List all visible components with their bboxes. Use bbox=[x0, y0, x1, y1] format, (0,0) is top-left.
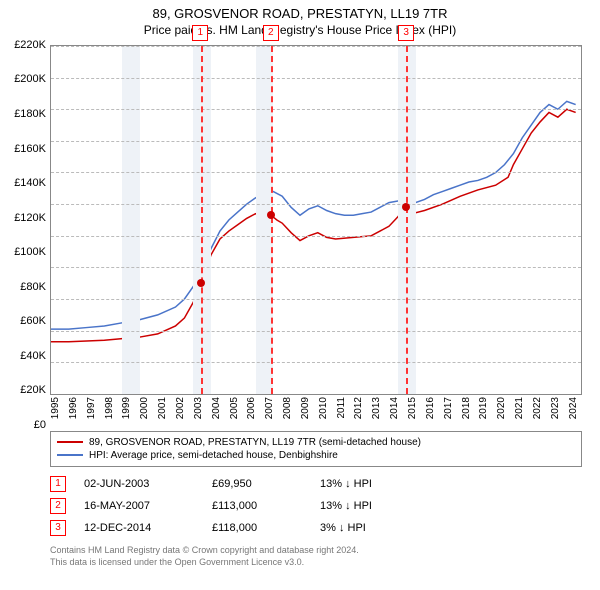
x-tick-label: 2014 bbox=[389, 397, 400, 419]
y-tick-label: £100K bbox=[14, 246, 50, 258]
background-band bbox=[122, 46, 140, 394]
event-price: £69,950 bbox=[212, 478, 302, 490]
x-tick-label: 2021 bbox=[514, 397, 525, 419]
y-tick-label: £0 bbox=[34, 419, 50, 431]
x-tick-label: 2019 bbox=[478, 397, 489, 419]
y-tick-label: £180K bbox=[14, 108, 50, 120]
event-line bbox=[271, 46, 273, 394]
event-dot bbox=[267, 211, 275, 219]
y-tick-label: £220K bbox=[14, 39, 50, 51]
x-tick-label: 2006 bbox=[246, 397, 257, 419]
x-tick-label: 2017 bbox=[443, 397, 454, 419]
y-tick-label: £200K bbox=[14, 73, 50, 85]
plot-region bbox=[50, 45, 582, 395]
x-tick-label: 2004 bbox=[211, 397, 222, 419]
event-diff: 13% ↓ HPI bbox=[320, 478, 410, 490]
y-tick-label: £20K bbox=[20, 384, 50, 396]
legend-label: 89, GROSVENOR ROAD, PRESTATYN, LL19 7TR … bbox=[89, 437, 421, 448]
event-number-box: 2 bbox=[50, 498, 66, 514]
event-date: 12-DEC-2014 bbox=[84, 522, 194, 534]
gridline bbox=[51, 141, 581, 142]
event-dot bbox=[402, 203, 410, 211]
footnote-line: This data is licensed under the Open Gov… bbox=[50, 557, 582, 569]
chart-subtitle: Price paid vs. HM Land Registry's House … bbox=[0, 23, 600, 41]
event-row: 3 12-DEC-2014 £118,000 3% ↓ HPI bbox=[50, 517, 582, 539]
x-tick-label: 2000 bbox=[139, 397, 150, 419]
x-tick-label: 2011 bbox=[336, 397, 347, 419]
chart-area: 1995 1996 1997 1998 1999 2000 2001 2002 2003 2004… bbox=[50, 45, 582, 425]
footnote: Contains HM Land Registry data © Crown c… bbox=[50, 545, 582, 568]
gridline bbox=[51, 78, 581, 79]
gridline bbox=[51, 331, 581, 332]
event-date: 02-JUN-2003 bbox=[84, 478, 194, 490]
x-tick-label: 2012 bbox=[353, 397, 364, 419]
legend-item: HPI: Average price, semi-detached house,… bbox=[57, 449, 575, 462]
legend-item: 89, GROSVENOR ROAD, PRESTATYN, LL19 7TR … bbox=[57, 436, 575, 449]
y-tick-label: £80K bbox=[20, 281, 50, 293]
x-tick-label: 1997 bbox=[86, 397, 97, 419]
x-tick-label: 2016 bbox=[425, 397, 436, 419]
event-number-box: 1 bbox=[50, 476, 66, 492]
event-dot bbox=[197, 279, 205, 287]
event-marker: 2 bbox=[263, 25, 279, 41]
event-line bbox=[201, 46, 203, 394]
x-tick-label: 2001 bbox=[157, 397, 168, 419]
gridline bbox=[51, 267, 581, 268]
gridline bbox=[51, 46, 581, 47]
x-axis-labels: 1995 1996 1997 1998 1999 2000 2001 2002 2003 2004… bbox=[50, 395, 582, 425]
x-tick-label: 2005 bbox=[229, 397, 240, 419]
gridline bbox=[51, 236, 581, 237]
x-tick-label: 1996 bbox=[68, 397, 79, 419]
event-price: £118,000 bbox=[212, 522, 302, 534]
x-tick-label: 2015 bbox=[407, 397, 418, 419]
x-tick-label: 2009 bbox=[300, 397, 311, 419]
y-tick-label: £40K bbox=[20, 350, 50, 362]
x-tick-label: 2003 bbox=[193, 397, 204, 419]
y-tick-label: £120K bbox=[14, 212, 50, 224]
x-tick-label: 2018 bbox=[461, 397, 472, 419]
event-row: 1 02-JUN-2003 £69,950 13% ↓ HPI bbox=[50, 473, 582, 495]
event-row: 2 16-MAY-2007 £113,000 13% ↓ HPI bbox=[50, 495, 582, 517]
legend-label: HPI: Average price, semi-detached house,… bbox=[89, 450, 338, 461]
event-price: £113,000 bbox=[212, 500, 302, 512]
event-table: 1 02-JUN-2003 £69,950 13% ↓ HPI 2 16-MAY-2007… bbox=[50, 473, 582, 539]
gridline bbox=[51, 299, 581, 300]
x-tick-label: 1995 bbox=[50, 397, 61, 419]
x-tick-label: 2023 bbox=[550, 397, 561, 419]
gridline bbox=[51, 172, 581, 173]
event-diff: 3% ↓ HPI bbox=[320, 522, 410, 534]
x-tick-label: 2013 bbox=[371, 397, 382, 419]
legend-swatch bbox=[57, 441, 83, 443]
y-tick-label: £60K bbox=[20, 315, 50, 327]
y-tick-label: £140K bbox=[14, 177, 50, 189]
x-tick-label: 2007 bbox=[264, 397, 275, 419]
event-date: 16-MAY-2007 bbox=[84, 500, 194, 512]
event-marker: 3 bbox=[398, 25, 414, 41]
gridline bbox=[51, 109, 581, 110]
chart-title: 89, GROSVENOR ROAD, PRESTATYN, LL19 7TR bbox=[0, 0, 600, 23]
x-tick-label: 2010 bbox=[318, 397, 329, 419]
legend-swatch bbox=[57, 454, 83, 456]
x-tick-label: 1999 bbox=[121, 397, 132, 419]
x-tick-label: 2022 bbox=[532, 397, 543, 419]
gridline bbox=[51, 362, 581, 363]
x-tick-label: 2024 bbox=[568, 397, 579, 419]
event-diff: 13% ↓ HPI bbox=[320, 500, 410, 512]
x-tick-label: 2020 bbox=[496, 397, 507, 419]
y-tick-label: £160K bbox=[14, 143, 50, 155]
event-number-box: 3 bbox=[50, 520, 66, 536]
x-tick-label: 1998 bbox=[104, 397, 115, 419]
x-tick-label: 2008 bbox=[282, 397, 293, 419]
legend: 89, GROSVENOR ROAD, PRESTATYN, LL19 7TR … bbox=[50, 431, 582, 467]
event-line bbox=[406, 46, 408, 394]
footnote-line: Contains HM Land Registry data © Crown c… bbox=[50, 545, 582, 557]
gridline bbox=[51, 204, 581, 205]
x-tick-label: 2002 bbox=[175, 397, 186, 419]
event-marker: 1 bbox=[192, 25, 208, 41]
